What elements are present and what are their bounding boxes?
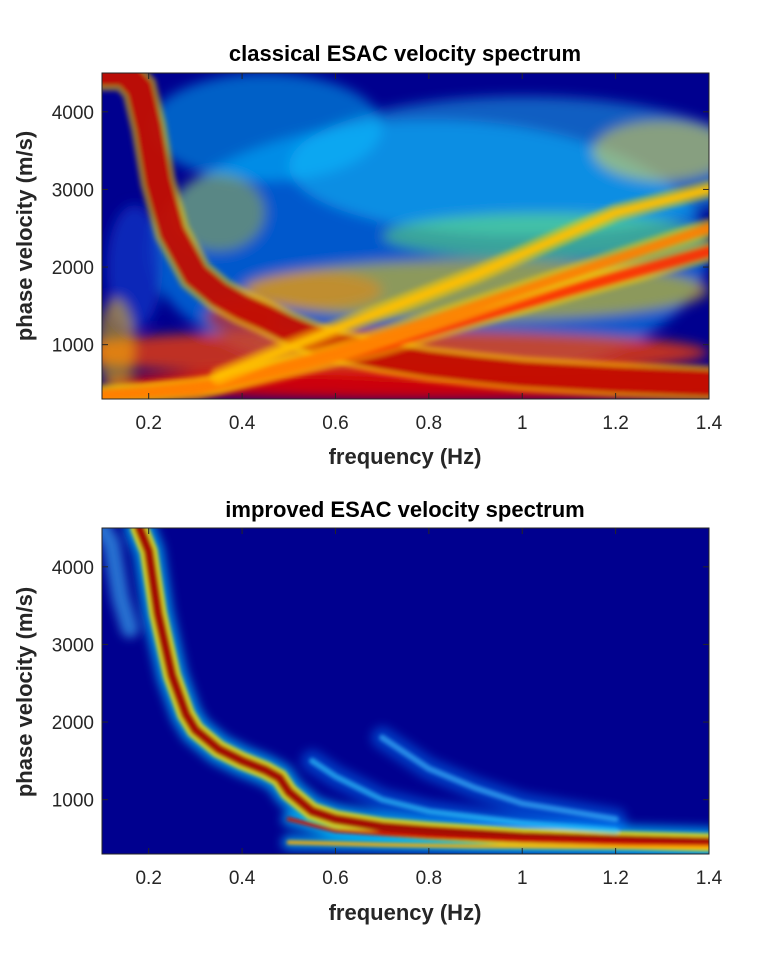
energy-patch bbox=[102, 298, 135, 392]
x-tick-label: 0.6 bbox=[322, 868, 348, 889]
x-tick-label: 0.8 bbox=[416, 868, 442, 889]
x-axis-label: frequency (Hz) bbox=[329, 900, 482, 925]
energy-patch bbox=[592, 119, 709, 182]
x-tick-label: 0.4 bbox=[229, 868, 256, 889]
mode-ridge bbox=[286, 817, 709, 848]
x-axis-label: frequency (Hz) bbox=[329, 444, 482, 469]
y-tick-label: 3000 bbox=[52, 180, 94, 201]
energy-patch bbox=[242, 270, 383, 310]
energy-patch bbox=[288, 96, 709, 236]
x-tick-label: 0.2 bbox=[135, 413, 161, 434]
x-tick-label: 0.6 bbox=[322, 413, 348, 434]
mode-ridge bbox=[379, 734, 619, 823]
y-tick-label: 4000 bbox=[52, 103, 94, 124]
x-tick-label: 1 bbox=[517, 868, 528, 889]
heatmap-area bbox=[102, 528, 709, 854]
improved-spectrum-panel: improved ESAC velocity spectrum 0.2 0.4 0.… bbox=[0, 480, 782, 960]
heatmap-modes bbox=[130, 528, 709, 852]
x-tick-label: 0.4 bbox=[229, 413, 256, 434]
x-ticks: 0.2 0.4 0.6 0.8 1 1.2 1.4 bbox=[135, 528, 723, 889]
energy-patch bbox=[148, 73, 383, 182]
improved-spectrum-svg: improved ESAC velocity spectrum 0.2 0.4 0.… bbox=[12, 497, 723, 925]
heatmap-modes bbox=[102, 73, 709, 399]
heatmap-area bbox=[102, 73, 709, 399]
plot-frame bbox=[101, 72, 710, 400]
mode-ridge bbox=[102, 73, 709, 397]
mode-ridge bbox=[102, 223, 709, 399]
y-tick-label: 1000 bbox=[52, 791, 94, 812]
x-tick-label: 1 bbox=[517, 413, 528, 434]
mode-ridge bbox=[309, 757, 619, 834]
y-axis-label: phase velocity (m/s) bbox=[12, 587, 37, 797]
plot-frame bbox=[101, 527, 710, 855]
mode-ridge bbox=[214, 185, 709, 380]
y-axis-label: phase velocity (m/s) bbox=[12, 131, 37, 341]
chart-title: classical ESAC velocity spectrum bbox=[229, 41, 581, 66]
y-ticks: 1000 2000 3000 4000 bbox=[52, 103, 709, 357]
mode-ridge bbox=[286, 840, 709, 850]
x-tick-label: 1.2 bbox=[602, 413, 628, 434]
y-tick-label: 2000 bbox=[52, 713, 94, 734]
x-ticks: 0.2 0.4 0.6 0.8 1 1.2 1.4 bbox=[135, 73, 723, 434]
x-tick-label: 0.2 bbox=[135, 868, 161, 889]
edge-glow bbox=[102, 528, 139, 638]
y-tick-label: 3000 bbox=[52, 635, 94, 656]
x-tick-label: 1.4 bbox=[696, 868, 723, 889]
chart-title: improved ESAC velocity spectrum bbox=[225, 497, 584, 522]
x-tick-label: 1.2 bbox=[602, 868, 628, 889]
y-ticks: 1000 2000 3000 4000 bbox=[52, 558, 709, 812]
mode-ridge bbox=[134, 528, 709, 848]
energy-patch bbox=[172, 173, 266, 252]
energy-patch bbox=[106, 204, 163, 330]
x-tick-label: 1.4 bbox=[696, 413, 723, 434]
classical-spectrum-svg: classical ESAC velocity spectrum 0.2 0.4 0… bbox=[12, 41, 723, 469]
y-tick-label: 4000 bbox=[52, 558, 94, 579]
y-tick-label: 1000 bbox=[52, 336, 94, 357]
y-tick-label: 2000 bbox=[52, 258, 94, 279]
x-tick-label: 0.8 bbox=[416, 413, 442, 434]
classical-spectrum-panel: classical ESAC velocity spectrum 0.2 0.4 0… bbox=[12, 41, 723, 469]
